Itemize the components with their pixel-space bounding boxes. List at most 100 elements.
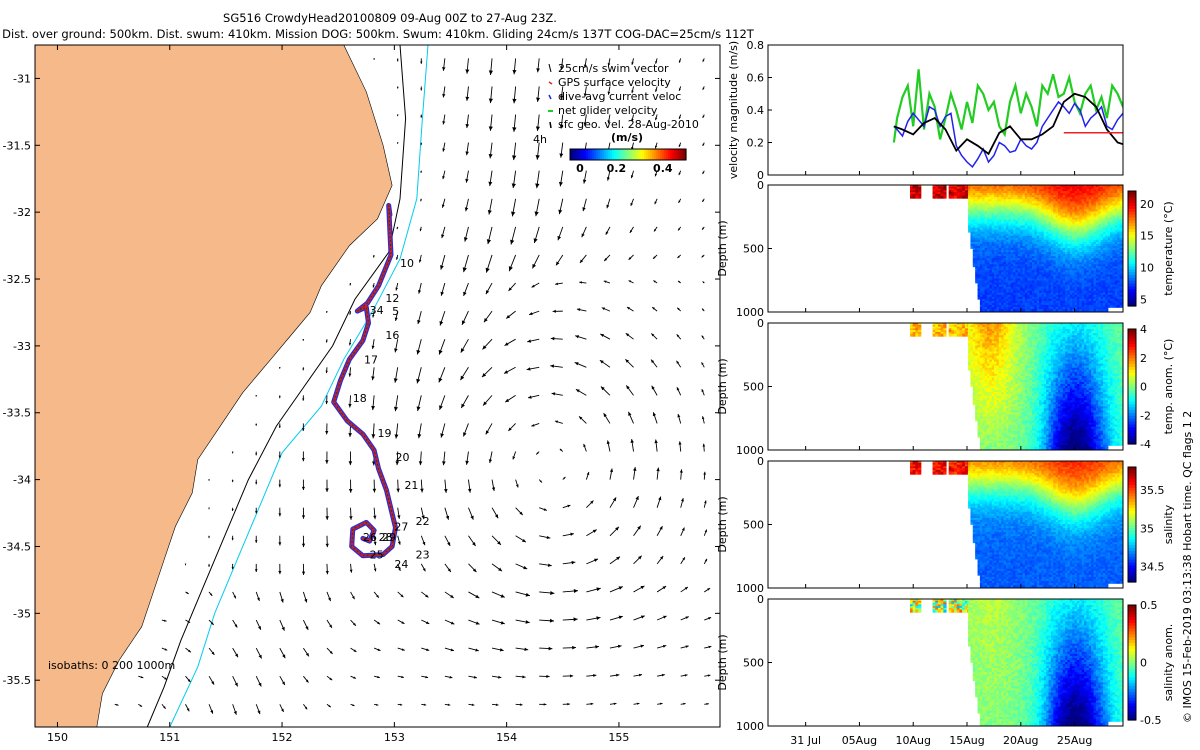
section-cell [1095, 209, 1099, 213]
section-cell [1079, 239, 1083, 243]
section-cell [1027, 306, 1031, 310]
vector-head [707, 674, 711, 677]
section-cell [1114, 245, 1118, 249]
section-cell [1043, 300, 1047, 304]
vector-head [679, 469, 683, 473]
section-cell [1029, 306, 1033, 310]
section-cell [1110, 286, 1114, 290]
vector-head [186, 592, 189, 594]
vector-head [210, 710, 214, 714]
section-cell [1069, 290, 1073, 294]
section-cell [1098, 308, 1102, 312]
section-cell [1091, 308, 1095, 312]
section-cell [975, 256, 979, 260]
section-cell [1065, 239, 1069, 243]
section-cell [998, 256, 1002, 260]
vector-head [701, 255, 704, 258]
section-cell [1036, 296, 1040, 300]
section-cell [1086, 276, 1090, 280]
section-cell [1031, 243, 1035, 247]
section-cell [1013, 264, 1017, 268]
section-cell [991, 237, 995, 241]
section-cell [989, 268, 993, 272]
section-cell [1043, 215, 1047, 219]
section-cell [1062, 278, 1066, 282]
section-cell [1072, 193, 1076, 197]
section-cell [972, 239, 976, 243]
section-cell [1031, 209, 1035, 213]
section-cell [1067, 193, 1071, 197]
section-cell [1013, 201, 1017, 205]
section-cell [994, 231, 998, 235]
section-cell [977, 270, 981, 274]
section-cell [1067, 254, 1071, 257]
section-cell [1020, 201, 1024, 205]
vector-head [547, 563, 552, 567]
section-cell [979, 298, 983, 302]
vector-head [325, 401, 329, 405]
section-cell [1010, 296, 1014, 300]
section-cell [979, 286, 983, 290]
section-cell [1053, 189, 1057, 192]
section-cell [1005, 262, 1009, 266]
section-cell [1110, 243, 1114, 247]
section-cell [994, 294, 998, 298]
section-cell [1079, 254, 1083, 257]
section-cell [1039, 247, 1043, 251]
section-cell [1036, 229, 1040, 233]
section-cell [1076, 292, 1080, 296]
vector-head [439, 405, 443, 410]
section-cell [1100, 284, 1104, 288]
section-cell [1067, 252, 1071, 255]
section-cell [1067, 185, 1071, 188]
section-cell [1100, 223, 1104, 227]
section-cell [1102, 209, 1106, 213]
section-cell [1093, 270, 1097, 274]
section-cell [1034, 197, 1038, 201]
section-cell [951, 188, 955, 192]
section-cell [1069, 213, 1073, 217]
section-cell [1105, 213, 1109, 217]
section-cell [1003, 268, 1007, 272]
vector-head [559, 153, 564, 158]
section-cell [1027, 193, 1031, 197]
section-cell [994, 203, 998, 207]
section-cell [1069, 185, 1073, 188]
section-cell [1039, 235, 1043, 239]
section-cell [998, 221, 1002, 225]
section-cell [1105, 193, 1109, 197]
section-cell [984, 239, 988, 243]
section-cell [1086, 278, 1090, 282]
isobaths-label: isobaths: 0 200 1000m [48, 659, 175, 672]
section-cell [1100, 225, 1104, 229]
section-cell [1003, 254, 1007, 257]
section-cell [1039, 270, 1043, 274]
vector-head [606, 440, 610, 445]
section-cell [918, 195, 922, 199]
section-cell [1110, 199, 1114, 203]
velocity-background [768, 45, 1123, 175]
section-cell [1031, 288, 1035, 292]
section-cell [991, 199, 995, 203]
section-cell [1100, 229, 1104, 233]
section-cell [1001, 290, 1005, 294]
section-cell [1053, 260, 1057, 264]
section-cell [1050, 304, 1054, 308]
section-cell [1041, 258, 1045, 262]
section-cell [1013, 284, 1017, 288]
section-cell [1067, 201, 1071, 205]
section-cell [989, 296, 993, 300]
vector-head [463, 432, 467, 437]
section-cell [1027, 211, 1031, 215]
section-cell [1017, 189, 1021, 192]
section-cell [1055, 270, 1059, 274]
section-cell [1072, 262, 1076, 266]
section-cell [982, 217, 986, 221]
section-cell [1001, 245, 1005, 249]
section-cell [1112, 215, 1116, 219]
colorbar-swatch [628, 149, 631, 160]
section-cell [1055, 203, 1059, 207]
velocity-y-ticks: 00.20.40.60.8 [747, 39, 772, 182]
section-cell [1008, 243, 1012, 247]
section-cell [1107, 203, 1111, 207]
